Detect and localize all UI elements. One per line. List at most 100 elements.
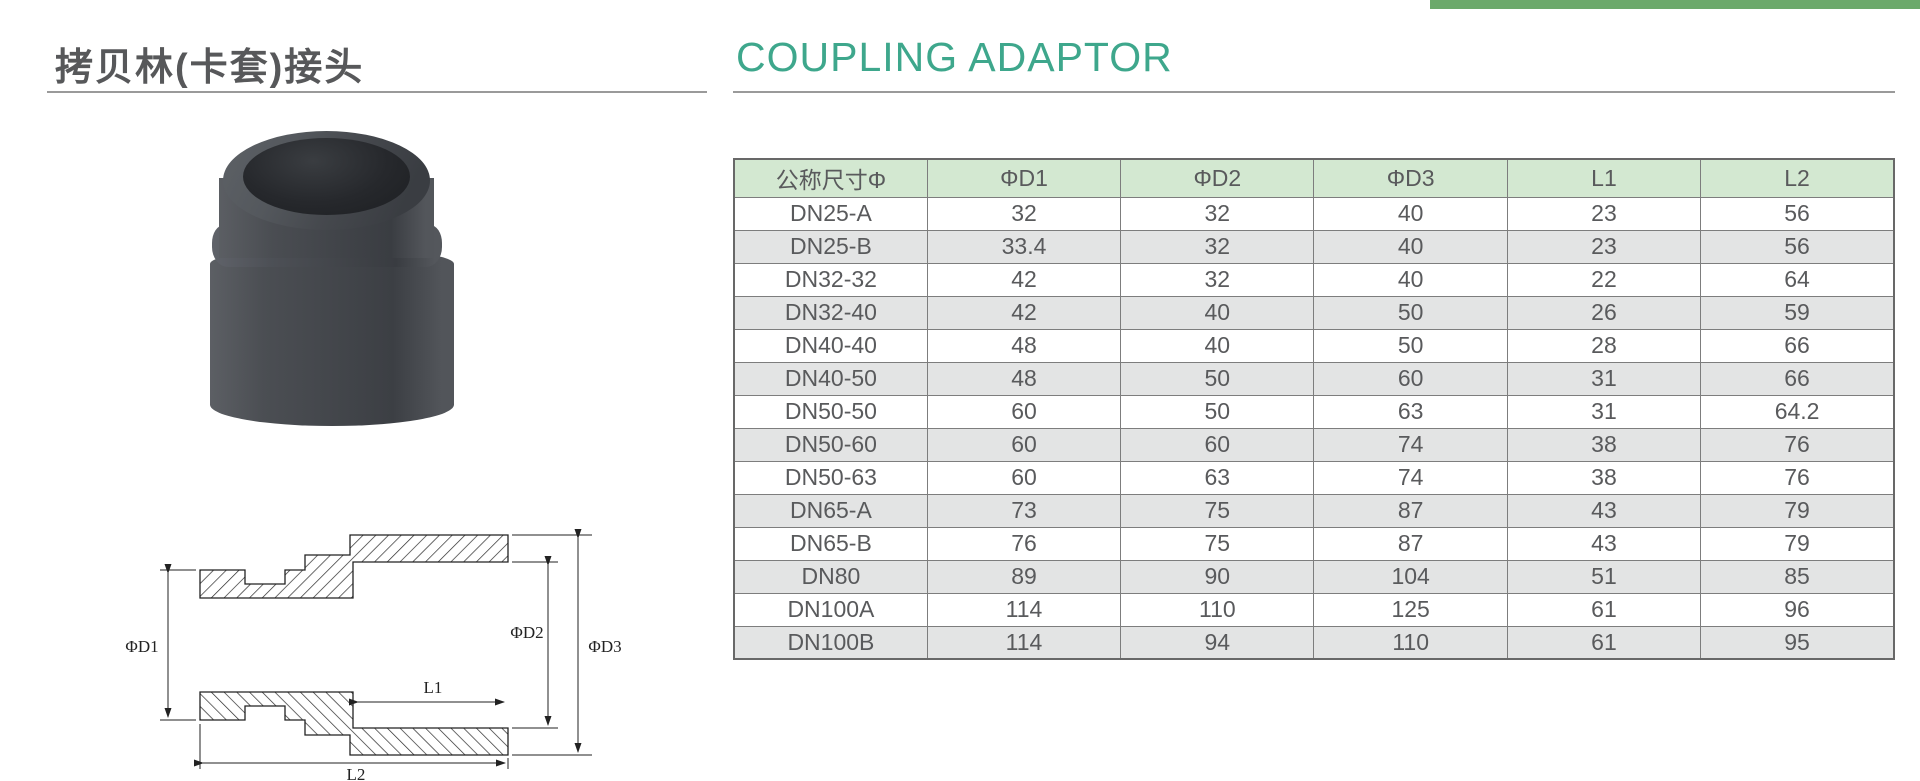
table-cell: DN25-A xyxy=(733,196,928,231)
page-title-english: COUPLING ADAPTOR xyxy=(736,34,1173,80)
table-cell: 114 xyxy=(926,625,1122,660)
table-cell: 96 xyxy=(1700,592,1895,627)
table-cell: DN32-32 xyxy=(733,262,928,297)
product-photo xyxy=(150,108,570,430)
table-cell: 63 xyxy=(1120,460,1315,495)
table-header-cell: ΦD2 xyxy=(1120,158,1315,198)
drawing-upper-wall xyxy=(199,534,509,599)
table-cell: 40 xyxy=(1120,295,1315,330)
drawing-lower-wall xyxy=(199,691,509,756)
table-cell: DN50-50 xyxy=(733,394,928,429)
dim-label-d2: ΦD2 xyxy=(510,623,543,642)
page-title-chinese: 拷贝林(卡套)接头 xyxy=(55,47,365,89)
table-row: DN100B 114 94 110 61 95 xyxy=(733,625,1895,660)
table-row: DN100A 114 110 125 61 96 xyxy=(733,592,1895,627)
table-cell: 60 xyxy=(926,427,1122,462)
table-cell: 51 xyxy=(1506,559,1702,594)
table-cell: 89 xyxy=(926,559,1122,594)
table-cell: DN50-63 xyxy=(733,460,928,495)
table-cell: DN100B xyxy=(733,625,928,660)
table-cell: 31 xyxy=(1506,361,1702,396)
table-cell: 32 xyxy=(1120,229,1315,264)
table-cell: 95 xyxy=(1700,625,1895,660)
table-cell: DN25-B xyxy=(733,229,928,264)
spec-table: 公称尺寸Φ ΦD1 ΦD2 ΦD3 L1 L2 DN25-A 32 32 40 23 56 DN25-… xyxy=(733,158,1895,660)
table-cell: DN40-40 xyxy=(733,328,928,363)
table-row: DN25-A 32 32 40 23 56 xyxy=(733,196,1895,231)
table-cell: 32 xyxy=(926,196,1122,231)
table-cell: 43 xyxy=(1506,493,1702,528)
table-cell: 90 xyxy=(1120,559,1315,594)
table-cell: 56 xyxy=(1700,229,1895,264)
table-cell: 60 xyxy=(1120,427,1315,462)
table-cell: 50 xyxy=(1313,328,1508,363)
table-cell: 66 xyxy=(1700,361,1895,396)
table-cell: 60 xyxy=(926,460,1122,495)
photo-bore-hole xyxy=(243,138,410,215)
table-cell: 42 xyxy=(926,295,1122,330)
title-divider-left xyxy=(47,91,707,93)
table-cell: 59 xyxy=(1700,295,1895,330)
table-cell: 64.2 xyxy=(1700,394,1895,429)
table-cell: 74 xyxy=(1313,460,1508,495)
table-cell: 104 xyxy=(1313,559,1508,594)
dimension-drawing: ΦD1 ΦD2 ΦD3 L1 L2 xyxy=(125,529,622,781)
table-cell: 32 xyxy=(1120,196,1315,231)
table-cell: 87 xyxy=(1313,493,1508,528)
table-cell: 64 xyxy=(1700,262,1895,297)
table-cell: 66 xyxy=(1700,328,1895,363)
table-cell: 50 xyxy=(1313,295,1508,330)
table-row: DN40-40 48 40 50 28 66 xyxy=(733,328,1895,363)
dim-label-d3: ΦD3 xyxy=(588,637,621,656)
table-cell: 56 xyxy=(1700,196,1895,231)
table-cell: 60 xyxy=(1313,361,1508,396)
table-row: DN25-B 33.4 32 40 23 56 xyxy=(733,229,1895,264)
table-cell: 76 xyxy=(1700,460,1895,495)
table-cell: DN40-50 xyxy=(733,361,928,396)
table-row: DN50-63 60 63 74 38 76 xyxy=(733,460,1895,495)
table-cell: 33.4 xyxy=(926,229,1122,264)
dim-label-l2: L2 xyxy=(347,765,366,781)
table-cell: 60 xyxy=(926,394,1122,429)
table-cell: 79 xyxy=(1700,526,1895,561)
table-cell: 40 xyxy=(1313,229,1508,264)
table-cell: 32 xyxy=(1120,262,1315,297)
table-cell: 43 xyxy=(1506,526,1702,561)
photo-body-cylinder xyxy=(210,248,454,426)
table-header-cell: 公称尺寸Φ xyxy=(733,158,928,198)
table-row: DN50-60 60 60 74 38 76 xyxy=(733,427,1895,462)
table-cell: DN100A xyxy=(733,592,928,627)
table-cell: 74 xyxy=(1313,427,1508,462)
table-cell: 63 xyxy=(1313,394,1508,429)
table-cell: 94 xyxy=(1120,625,1315,660)
table-cell: 40 xyxy=(1313,196,1508,231)
table-cell: DN65-A xyxy=(733,493,928,528)
table-cell: 110 xyxy=(1313,625,1508,660)
table-cell: 22 xyxy=(1506,262,1702,297)
table-cell: 73 xyxy=(926,493,1122,528)
table-header-cell: ΦD3 xyxy=(1313,158,1508,198)
table-header-cell: ΦD1 xyxy=(926,158,1122,198)
dim-label-d1: ΦD1 xyxy=(125,637,158,656)
table-cell: 79 xyxy=(1700,493,1895,528)
table-cell: 76 xyxy=(926,526,1122,561)
table-row: DN65-B 76 75 87 43 79 xyxy=(733,526,1895,561)
table-cell: 75 xyxy=(1120,493,1315,528)
table-cell: 40 xyxy=(1313,262,1508,297)
table-cell: 31 xyxy=(1506,394,1702,429)
table-cell: 125 xyxy=(1313,592,1508,627)
table-cell: 48 xyxy=(926,328,1122,363)
table-cell: 40 xyxy=(1120,328,1315,363)
table-cell: 26 xyxy=(1506,295,1702,330)
table-header-cell: L1 xyxy=(1506,158,1702,198)
table-cell: 114 xyxy=(926,592,1122,627)
table-cell: 23 xyxy=(1506,196,1702,231)
table-cell: 38 xyxy=(1506,427,1702,462)
table-cell: 75 xyxy=(1120,526,1315,561)
table-row: DN50-50 60 50 63 31 64.2 xyxy=(733,394,1895,429)
table-cell: DN65-B xyxy=(733,526,928,561)
table-row: DN65-A 73 75 87 43 79 xyxy=(733,493,1895,528)
top-accent-bar xyxy=(1430,0,1920,9)
table-header-cell: L2 xyxy=(1700,158,1895,198)
table-cell: 110 xyxy=(1120,592,1315,627)
